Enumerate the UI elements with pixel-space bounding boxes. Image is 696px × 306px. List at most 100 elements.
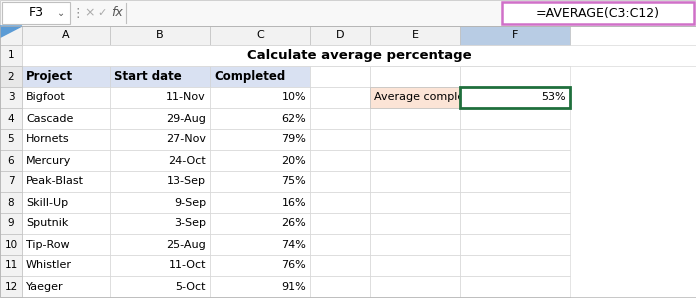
Bar	[460, 108, 570, 129]
Bar	[370, 129, 460, 150]
Bar	[310, 45, 370, 66]
Bar	[460, 150, 570, 171]
Text: Cascade: Cascade	[26, 114, 73, 124]
Bar	[370, 150, 460, 171]
Bar	[0, 234, 22, 255]
Bar	[22, 213, 110, 234]
Bar	[310, 213, 370, 234]
Bar	[0, 192, 22, 213]
Bar	[370, 276, 460, 297]
Text: 76%: 76%	[281, 260, 306, 271]
Text: 10%: 10%	[281, 92, 306, 103]
Bar	[110, 66, 210, 87]
Bar	[370, 66, 460, 87]
Bar	[22, 87, 110, 108]
Bar	[310, 150, 370, 171]
Text: 13-Sep: 13-Sep	[167, 177, 206, 186]
Bar	[110, 45, 210, 66]
Text: F: F	[512, 31, 519, 40]
Bar	[110, 192, 210, 213]
Bar	[210, 276, 310, 297]
Bar	[460, 129, 570, 150]
Bar	[0, 255, 22, 276]
Text: ✓: ✓	[97, 8, 106, 18]
Bar	[460, 234, 570, 255]
Text: 25-Aug: 25-Aug	[166, 240, 206, 249]
Text: Completed: Completed	[214, 70, 285, 83]
Text: C: C	[256, 31, 264, 40]
Text: 12: 12	[4, 282, 17, 292]
Text: 4: 4	[8, 114, 15, 124]
Bar	[0, 276, 22, 297]
Bar	[0, 45, 22, 66]
Text: Average completion rate: Average completion rate	[374, 92, 512, 103]
Bar	[22, 129, 110, 150]
Text: 2: 2	[8, 72, 15, 81]
Text: 29-Aug: 29-Aug	[166, 114, 206, 124]
Bar	[310, 108, 370, 129]
Text: Mercury: Mercury	[26, 155, 72, 166]
Text: 74%: 74%	[281, 240, 306, 249]
Bar	[110, 213, 210, 234]
Text: Start date: Start date	[114, 70, 182, 83]
Text: 9: 9	[8, 218, 15, 229]
Bar	[310, 234, 370, 255]
Text: ⌄: ⌄	[57, 8, 65, 18]
Bar	[22, 45, 110, 66]
Bar	[110, 108, 210, 129]
Bar	[210, 129, 310, 150]
Bar	[460, 87, 570, 108]
Bar	[460, 66, 570, 87]
Bar	[210, 150, 310, 171]
Text: 75%: 75%	[281, 177, 306, 186]
Bar	[22, 108, 110, 129]
Text: 8: 8	[8, 197, 15, 207]
Bar	[210, 234, 310, 255]
Bar	[460, 213, 570, 234]
Text: Calculate average percentage: Calculate average percentage	[246, 49, 471, 62]
Bar	[210, 108, 310, 129]
Bar	[310, 171, 370, 192]
Bar	[22, 26, 110, 45]
Text: 24-Oct: 24-Oct	[168, 155, 206, 166]
Bar	[110, 87, 210, 108]
Bar	[22, 276, 110, 297]
Bar	[370, 87, 460, 108]
Text: 20%: 20%	[281, 155, 306, 166]
Bar	[460, 87, 570, 108]
Text: 1: 1	[8, 50, 15, 61]
Bar	[210, 171, 310, 192]
Text: 3-Sep: 3-Sep	[174, 218, 206, 229]
Bar	[0, 26, 696, 297]
Text: 62%: 62%	[281, 114, 306, 124]
Text: A: A	[62, 31, 70, 40]
Text: 10: 10	[4, 240, 17, 249]
Text: 16%: 16%	[281, 197, 306, 207]
Text: Skill-Up: Skill-Up	[26, 197, 68, 207]
Bar	[310, 66, 370, 87]
Text: =AVERAGE(C3:C12): =AVERAGE(C3:C12)	[536, 6, 660, 20]
Bar	[22, 150, 110, 171]
Bar	[0, 66, 22, 87]
Text: 26%: 26%	[281, 218, 306, 229]
Bar	[0, 87, 22, 108]
Text: 9-Sep: 9-Sep	[174, 197, 206, 207]
Bar	[370, 213, 460, 234]
Bar	[0, 26, 22, 45]
Bar	[310, 276, 370, 297]
Text: Peak-Blast: Peak-Blast	[26, 177, 84, 186]
Text: B: B	[156, 31, 164, 40]
Bar	[310, 192, 370, 213]
Bar	[0, 108, 22, 129]
Bar	[310, 129, 370, 150]
Text: Hornets: Hornets	[26, 135, 70, 144]
Text: 53%: 53%	[541, 92, 566, 103]
Bar	[210, 255, 310, 276]
Bar	[460, 192, 570, 213]
Text: Whistler: Whistler	[26, 260, 72, 271]
Text: 11-Oct: 11-Oct	[168, 260, 206, 271]
Text: Sputnik: Sputnik	[26, 218, 68, 229]
Bar	[0, 171, 22, 192]
Text: D: D	[335, 31, 345, 40]
Text: F3: F3	[29, 6, 43, 20]
